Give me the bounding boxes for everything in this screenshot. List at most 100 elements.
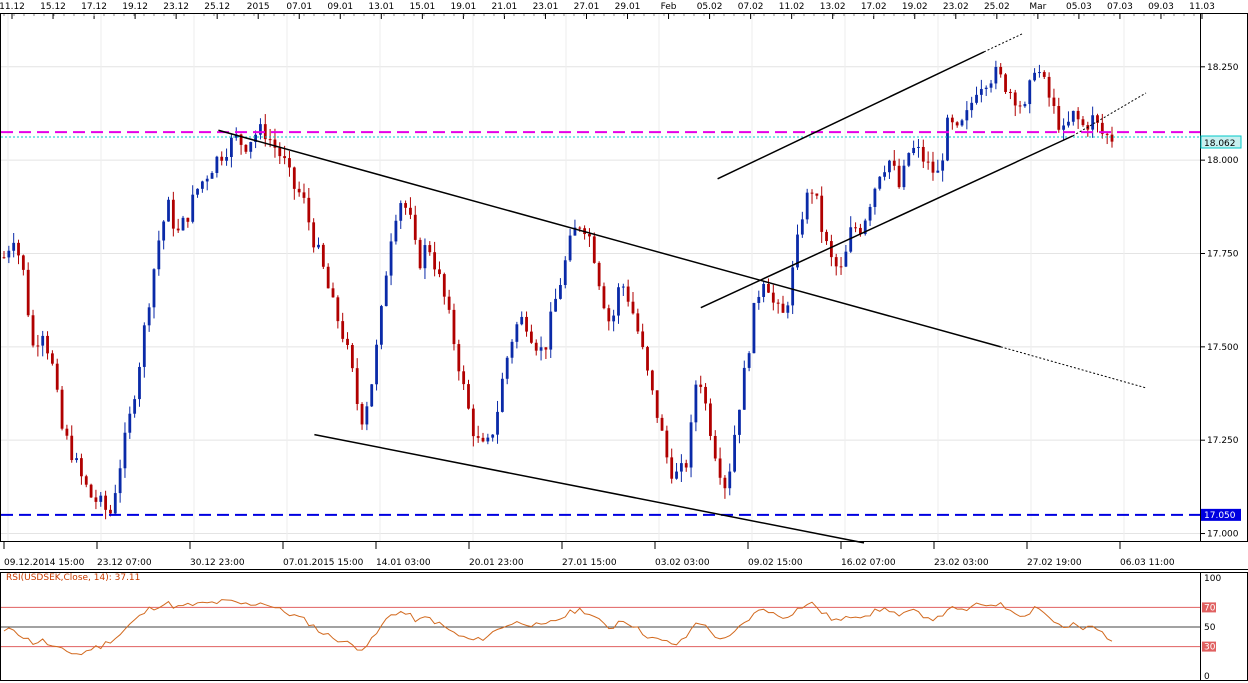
top-date-label: Feb (661, 2, 677, 12)
candle-body (1033, 72, 1036, 81)
candle-body (505, 357, 509, 379)
candle-body (665, 430, 669, 458)
candle-body (413, 214, 417, 240)
candle-body (171, 199, 175, 229)
candle-body (404, 203, 407, 208)
candle-body (1013, 92, 1017, 106)
candle-body (21, 255, 25, 270)
time-axis: 09.12.2014 15:00 23.12 07:00 30.12 23:00 07… (0, 541, 1248, 570)
candle-body (694, 384, 698, 423)
candle-body (467, 384, 470, 409)
top-date-axis: 11.12 15.12 17.12 19.12 23.12 25.12 2015 07.01 0… (0, 2, 1215, 19)
candle-body (733, 434, 737, 472)
candle-body (254, 134, 257, 143)
top-date-label: 23.01 (533, 2, 559, 12)
time-label: 23.12 07:00 (97, 558, 152, 568)
candle-body (312, 222, 316, 248)
top-date-label: 05.02 (697, 2, 723, 12)
candle-body (1008, 91, 1012, 93)
candle-body (375, 344, 378, 385)
candle-body (747, 353, 751, 368)
candle-body (321, 244, 325, 267)
candle-body (607, 308, 611, 322)
candle-body (815, 193, 819, 196)
upper-falling-line-extension (1000, 346, 1147, 389)
candle-body (341, 321, 345, 339)
candle-body (955, 122, 959, 126)
candle-body (500, 378, 504, 412)
candle-body (60, 389, 64, 429)
candle-body (1091, 115, 1095, 130)
candle-body (525, 316, 528, 332)
candle-body (326, 266, 330, 289)
candle-body (612, 315, 616, 322)
top-date-label: 23.02 (943, 2, 969, 12)
blue-level-tag (1201, 508, 1241, 521)
top-date-label: 07.02 (738, 2, 764, 12)
candle-body (317, 244, 320, 248)
candle-body (588, 234, 591, 237)
candle-body (873, 188, 877, 207)
candle-body (854, 227, 857, 229)
candle-body (921, 146, 925, 162)
top-date-label: 27.01 (574, 2, 600, 12)
candle-body (970, 102, 974, 111)
rsi-tick-label: 0 (1204, 672, 1210, 682)
candle-body (1028, 80, 1032, 105)
candle-body (438, 269, 441, 275)
candle-body (379, 306, 383, 345)
candle-body (17, 242, 20, 256)
rsi-line (3, 599, 1113, 656)
candle-body (917, 146, 920, 148)
time-label: 03.02 03:00 (655, 558, 710, 568)
candle-body (863, 220, 867, 234)
candle-body (1076, 110, 1080, 120)
candle-body (771, 292, 775, 303)
candle-body (336, 297, 340, 322)
candle-body (278, 147, 282, 157)
rsi-tick-label: 50 (1204, 623, 1216, 633)
candle-body (592, 236, 596, 263)
candle-body (549, 311, 553, 350)
candle-body (210, 172, 214, 179)
top-date-label: 05.03 (1066, 2, 1092, 12)
top-date-label: 11.02 (779, 2, 805, 12)
channel-lower-line (700, 135, 1074, 309)
candle-body (709, 403, 712, 436)
candle-body (752, 302, 756, 354)
candle-body (288, 158, 291, 168)
candle-body (515, 324, 519, 342)
candle-body (563, 260, 567, 286)
candle-body (602, 286, 606, 309)
candle-body (36, 345, 40, 347)
candle-body (370, 384, 374, 407)
candle-body (960, 120, 964, 126)
candle-body (1100, 122, 1104, 134)
top-date-label: 29.01 (615, 2, 641, 12)
candle-body (433, 252, 437, 270)
candle-body (452, 309, 456, 345)
candle-body (55, 363, 59, 390)
candle-body (646, 347, 649, 371)
candle-body (1105, 133, 1109, 135)
candle-body (181, 217, 185, 231)
candle-body (912, 147, 916, 154)
price-panel: 17.000 17.250 17.500 17.750 18.000 18.250 17.0… (0, 13, 1248, 544)
candle-body (205, 178, 209, 182)
current-price-label: 18.062 (1204, 139, 1236, 149)
candle-body (636, 313, 640, 332)
candle-body (46, 335, 49, 354)
blue-level-label: 17.050 (1204, 511, 1236, 521)
candle-body (844, 251, 848, 267)
candle-body (2, 257, 6, 259)
candle-body (191, 194, 195, 222)
candle-body (573, 227, 577, 236)
candle-body (820, 195, 824, 232)
candle-body (259, 124, 262, 135)
rsi-tick-label: 100 (1204, 574, 1221, 584)
candle-body (742, 367, 746, 410)
candle-body (94, 497, 98, 502)
candle-body (926, 161, 930, 163)
candle-body (529, 331, 533, 343)
